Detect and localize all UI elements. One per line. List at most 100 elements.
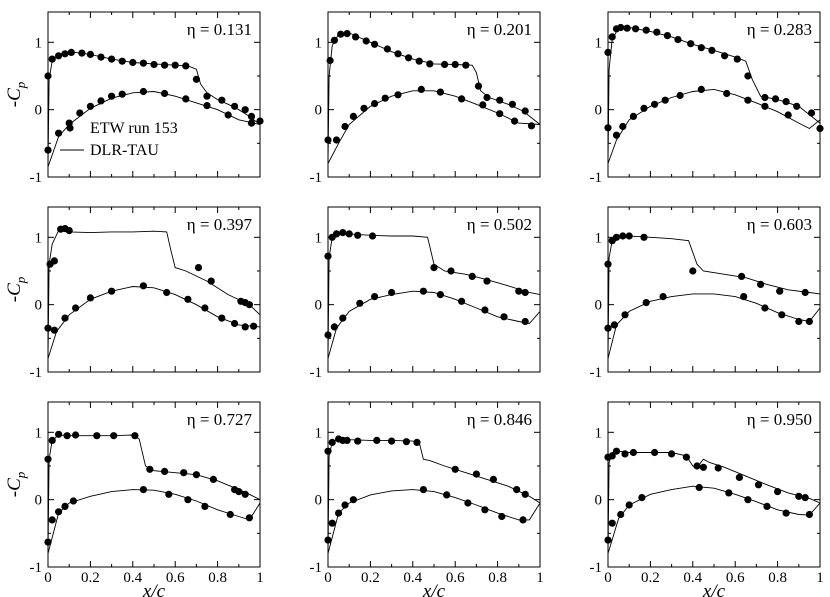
- panel-3: 1 0 -1 η = 0.283: [590, 11, 824, 186]
- etw-data-point: [256, 117, 264, 125]
- etw-data-point: [330, 36, 338, 44]
- etw-data-point: [405, 54, 413, 62]
- x-tick-label: 0: [604, 570, 612, 586]
- etw-data-point: [612, 131, 621, 139]
- y-tick-label: 1: [315, 230, 323, 246]
- dlr-tau-upper-line: [327, 232, 541, 359]
- etw-data-point: [241, 323, 249, 331]
- y-tick-label: 1: [315, 35, 323, 51]
- etw-data-point: [231, 319, 239, 328]
- etw-data-point: [44, 146, 52, 154]
- y-tick-label: -1: [590, 365, 603, 381]
- etw-data-point: [203, 102, 211, 110]
- etw-data-point: [61, 50, 69, 58]
- etw-data-point: [201, 502, 209, 510]
- dlr-tau-lower-line: [607, 293, 821, 359]
- etw-data-point: [474, 82, 483, 90]
- etw-data-point: [192, 75, 200, 83]
- x-tick-label: 1: [816, 570, 824, 586]
- etw-data-point: [44, 72, 52, 80]
- etw-data-point: [224, 111, 232, 119]
- etw-data-point: [72, 431, 80, 439]
- y-tick-label: -1: [30, 560, 43, 576]
- etw-data-point: [774, 488, 782, 496]
- etw-data-point: [354, 231, 362, 239]
- etw-data-point: [349, 112, 357, 120]
- etw-data-point: [343, 29, 351, 38]
- dlr-tau-upper-line: [327, 32, 541, 164]
- etw-data-point: [139, 282, 147, 290]
- etw-data-point: [604, 324, 612, 332]
- etw-data-point: [629, 448, 638, 457]
- etw-data-point: [139, 87, 147, 96]
- etw-data-point: [415, 57, 423, 65]
- etw-data-point: [642, 299, 650, 307]
- etw-data-point: [48, 516, 56, 524]
- etw-data-point: [740, 293, 748, 301]
- x-tick-label: 0.8: [208, 570, 227, 586]
- y-tick-label: 0: [595, 103, 603, 119]
- etw-data-point: [625, 232, 633, 240]
- etw-data-point: [48, 55, 56, 63]
- etw-data-point: [738, 272, 746, 280]
- etw-data-point: [521, 288, 529, 297]
- etw-data-point: [61, 502, 69, 510]
- dlr-tau-upper-line: [607, 450, 821, 554]
- etw-data-point: [619, 232, 627, 240]
- etw-data-point: [76, 109, 84, 117]
- etw-data-point: [218, 96, 226, 104]
- etw-data-point: [489, 475, 497, 483]
- etw-data-point: [235, 488, 243, 496]
- etw-data-point: [184, 295, 192, 303]
- etw-data-point: [521, 107, 529, 115]
- etw-data-point: [184, 496, 192, 504]
- x-tick-label: 0.6: [166, 570, 185, 586]
- x-tick-label: 0.4: [403, 570, 422, 586]
- etw-data-point: [604, 124, 612, 132]
- etw-data-point: [354, 437, 362, 445]
- panel-eta-label: η = 0.131: [187, 20, 252, 39]
- etw-data-point: [50, 326, 59, 334]
- etw-data-point: [443, 491, 451, 499]
- y-tick-label: 1: [35, 35, 43, 51]
- panel-eta-label: η = 0.502: [467, 215, 532, 234]
- etw-data-point: [201, 304, 209, 312]
- etw-data-point: [714, 464, 722, 472]
- etw-data-point: [436, 88, 444, 96]
- etw-data-point: [801, 288, 809, 297]
- etw-data-point: [653, 28, 661, 36]
- etw-data-point: [697, 85, 705, 93]
- etw-data-point: [805, 317, 814, 326]
- etw-data-point: [118, 90, 126, 98]
- etw-data-point: [619, 122, 627, 131]
- x-tick-label: 0.2: [361, 570, 380, 586]
- etw-data-point: [86, 102, 94, 110]
- etw-data-point: [69, 497, 77, 505]
- etw-data-point: [744, 496, 752, 504]
- etw-data-point: [744, 96, 752, 104]
- etw-data-point: [500, 313, 508, 321]
- etw-data-point: [209, 475, 217, 483]
- panel-4: 1 0 -1 -Cp η = 0.397: [4, 206, 261, 381]
- etw-data-point: [72, 304, 80, 312]
- x-axis-title: x/c: [142, 581, 166, 597]
- panel-eta-label: η = 0.201: [467, 20, 532, 39]
- dlr-tau-lower-line: [47, 489, 261, 554]
- y-tick-label: 1: [35, 425, 43, 441]
- etw-data-point: [468, 272, 476, 280]
- etw-data-point: [778, 311, 786, 319]
- y-tick-label: 0: [595, 298, 603, 314]
- etw-data-point: [793, 102, 801, 110]
- dlr-tau-upper-line: [607, 235, 821, 359]
- etw-data-point: [419, 287, 427, 295]
- etw-data-point: [146, 465, 154, 473]
- y-axis-title: -Cp: [4, 276, 28, 302]
- y-tick-label: 0: [35, 103, 43, 119]
- etw-data-point: [61, 314, 69, 322]
- y-tick-label: -1: [30, 365, 43, 381]
- etw-data-point: [725, 489, 733, 497]
- x-tick-label: 0.2: [641, 570, 660, 586]
- etw-data-point: [623, 24, 631, 32]
- y-tick-label: -1: [590, 560, 603, 576]
- y-tick-label: 0: [315, 298, 323, 314]
